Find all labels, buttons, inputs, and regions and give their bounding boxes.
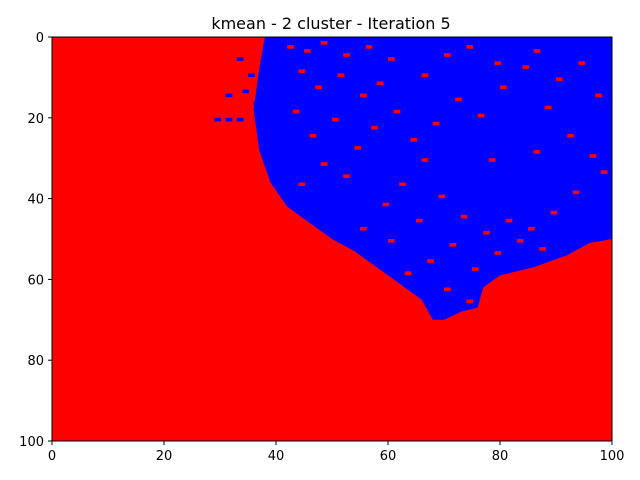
cluster-0-speck: [460, 214, 468, 219]
cluster-1-speck: [242, 89, 250, 94]
x-tick-label: 60: [380, 449, 397, 464]
cluster-0-speck: [410, 138, 418, 142]
cluster-0-speck: [399, 182, 406, 187]
speck-layer: [214, 41, 608, 304]
cluster-0-speck: [556, 77, 563, 82]
cluster-0-speck: [511, 291, 518, 296]
cluster-0-speck: [376, 81, 384, 86]
cluster-0-speck: [505, 218, 513, 223]
x-tick-label: 80: [492, 449, 509, 464]
x-tick-label: 20: [156, 449, 173, 464]
cluster-0-speck: [343, 53, 350, 57]
cluster-1-speck: [253, 101, 261, 106]
cluster-0-speck: [393, 109, 401, 114]
cluster-0-speck: [298, 182, 306, 187]
cluster-0-speck: [298, 69, 306, 73]
cluster-0-speck: [421, 73, 429, 77]
cluster-0-speck: [432, 121, 440, 126]
cluster-0-speck: [494, 251, 502, 255]
cluster-0-speck: [533, 150, 541, 154]
cluster-0-speck: [360, 226, 367, 231]
axes-frame: [51, 36, 613, 442]
cluster-0-speck: [315, 85, 322, 90]
y-tick-label: 0: [36, 31, 44, 46]
cluster-1-region: [253, 37, 612, 320]
x-tick-label: 40: [268, 449, 285, 464]
cluster-0-speck: [382, 202, 390, 207]
cluster-0-speck: [589, 154, 597, 158]
cluster-0-speck: [533, 49, 541, 53]
cluster-1-speck: [214, 117, 222, 122]
x-tick-label: 0: [48, 449, 56, 464]
cluster-0-speck: [449, 243, 457, 247]
cluster-0-speck: [572, 190, 580, 195]
cluster-1-speck: [248, 73, 255, 77]
cluster-0-speck: [472, 267, 479, 271]
cluster-0-speck: [343, 174, 350, 178]
cluster-0-speck: [337, 73, 345, 77]
cluster-0-speck: [567, 133, 574, 138]
cluster-0-speck: [421, 158, 429, 162]
plot-area: [52, 37, 612, 441]
cluster-0-speck: [371, 125, 378, 130]
cluster-0-speck: [522, 65, 530, 69]
x-axis: 0 20 40 60 80 100: [48, 441, 625, 464]
cluster-0-speck: [354, 146, 362, 150]
cluster-0-speck: [388, 57, 395, 61]
cluster-1-speck: [236, 57, 244, 61]
cluster-0-speck: [477, 113, 485, 118]
x-tick-label: 100: [600, 449, 625, 464]
cluster-0-speck: [494, 61, 502, 65]
cluster-0-speck: [404, 271, 412, 275]
cluster-0-speck: [309, 133, 317, 138]
cluster-0-speck: [427, 259, 434, 263]
cluster-0-speck: [466, 299, 474, 304]
cluster-0-speck: [320, 162, 328, 166]
cluster-0-speck: [388, 239, 395, 243]
cluster-0-speck: [455, 97, 462, 102]
cluster-0-speck: [595, 93, 602, 98]
cluster-0-speck: [304, 49, 311, 53]
cluster-1-speck: [236, 117, 244, 122]
cluster-0-speck: [444, 287, 451, 292]
cluster-0-speck: [444, 53, 451, 57]
cluster-0-speck: [500, 85, 507, 90]
cluster-1-speck: [225, 117, 233, 122]
cluster-0-speck: [365, 45, 373, 49]
y-tick-label: 60: [27, 273, 44, 288]
chart-title: kmean - 2 cluster - Iteration 5: [211, 14, 450, 33]
y-tick-label: 20: [27, 112, 44, 127]
y-tick-label: 40: [27, 193, 44, 208]
cluster-0-speck: [287, 45, 294, 49]
cluster-0-speck: [488, 158, 496, 162]
cluster-0-speck: [528, 226, 535, 231]
cluster-0-speck: [360, 93, 367, 98]
cluster-0-speck: [544, 105, 552, 110]
y-tick-label: 100: [19, 435, 44, 450]
cluster-0-speck: [332, 117, 339, 122]
cluster-0-speck: [483, 230, 490, 235]
cluster-0-speck: [516, 239, 524, 243]
cluster-0-speck: [539, 247, 546, 251]
y-axis: 0 20 40 60 80 100: [19, 31, 52, 450]
cluster-0-speck: [292, 109, 300, 114]
cluster-0-speck: [466, 45, 474, 49]
cluster-0-speck: [578, 61, 586, 65]
cluster-1-speck: [225, 93, 233, 98]
cluster-0-speck: [550, 210, 558, 215]
cluster-0-speck: [438, 194, 446, 199]
cluster-0-speck: [320, 41, 328, 45]
y-tick-label: 80: [27, 354, 44, 369]
axes: 0 20 40 60 80 100 0 20 40 60 80 100: [19, 31, 624, 464]
cluster-0-speck: [416, 218, 423, 223]
cluster-0-speck: [600, 170, 608, 174]
